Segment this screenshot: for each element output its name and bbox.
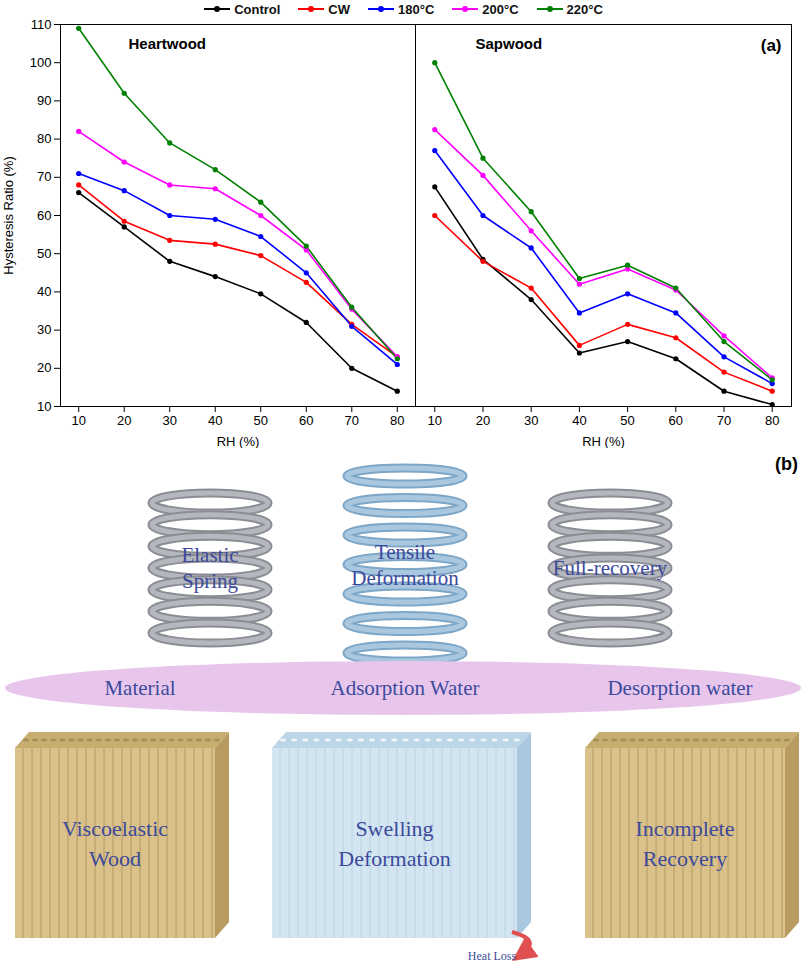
html-text:200°C: 200°C xyxy=(482,1,519,17)
svg-text:Hysteresis Ratio (%): Hysteresis Ratio (%) xyxy=(1,156,16,274)
svg-text:Incomplete: Incomplete xyxy=(636,816,735,841)
svg-text:Wood: Wood xyxy=(89,846,141,871)
svg-text:Tensile: Tensile xyxy=(375,540,435,564)
svg-text:Spring: Spring xyxy=(182,569,239,593)
svg-text:60: 60 xyxy=(299,413,313,428)
html-text:220°C: 220°C xyxy=(566,1,603,17)
svg-text:30: 30 xyxy=(524,413,538,428)
svg-text:30: 30 xyxy=(162,413,176,428)
svg-text:Heat Loss: Heat Loss xyxy=(468,949,517,963)
svg-text:Full-recovery: Full-recovery xyxy=(553,556,668,580)
svg-text:100: 100 xyxy=(30,55,52,70)
svg-text:Deformation: Deformation xyxy=(351,566,459,590)
svg-text:50: 50 xyxy=(37,246,51,261)
svg-text:20: 20 xyxy=(37,360,51,375)
svg-text:60: 60 xyxy=(669,413,683,428)
svg-text:Material: Material xyxy=(104,676,175,700)
svg-text:10: 10 xyxy=(71,413,85,428)
svg-text:80: 80 xyxy=(37,131,51,146)
svg-text:90: 90 xyxy=(37,93,51,108)
svg-text:80: 80 xyxy=(765,413,779,428)
svg-text:(a): (a) xyxy=(761,36,782,55)
svg-text:110: 110 xyxy=(31,18,52,32)
svg-text:40: 40 xyxy=(37,284,51,299)
svg-text:20: 20 xyxy=(117,413,131,428)
svg-text:Elastic: Elastic xyxy=(181,543,238,567)
svg-text:Adsorption Water: Adsorption Water xyxy=(331,676,480,700)
svg-text:30: 30 xyxy=(37,322,51,337)
svg-text:40: 40 xyxy=(572,413,586,428)
svg-text:Deformation: Deformation xyxy=(338,846,450,871)
svg-text:Sapwood: Sapwood xyxy=(476,35,543,52)
svg-text:50: 50 xyxy=(620,413,634,428)
svg-text:Viscoelastic: Viscoelastic xyxy=(62,816,168,841)
svg-text:20: 20 xyxy=(476,413,490,428)
html-text:Control: Control xyxy=(234,1,281,17)
svg-text:Desorption water: Desorption water xyxy=(607,676,752,700)
svg-text:80: 80 xyxy=(390,413,404,428)
svg-text:Heartwood: Heartwood xyxy=(129,35,207,52)
svg-text:40: 40 xyxy=(208,413,222,428)
svg-text:10: 10 xyxy=(428,413,442,428)
svg-text:Swelling: Swelling xyxy=(355,816,433,841)
svg-text:(b): (b) xyxy=(775,454,798,474)
svg-text:50: 50 xyxy=(254,413,268,428)
svg-text:RH (%): RH (%) xyxy=(217,434,260,449)
html-text:180°C: 180°C xyxy=(398,1,435,17)
svg-text:Recovery: Recovery xyxy=(643,846,727,871)
svg-text:70: 70 xyxy=(345,413,359,428)
svg-text:10: 10 xyxy=(37,399,51,414)
svg-text:70: 70 xyxy=(717,413,731,428)
svg-text:60: 60 xyxy=(37,208,51,223)
html-text:CW: CW xyxy=(328,1,350,17)
svg-text:70: 70 xyxy=(37,169,51,184)
svg-text:RH (%): RH (%) xyxy=(582,434,625,449)
